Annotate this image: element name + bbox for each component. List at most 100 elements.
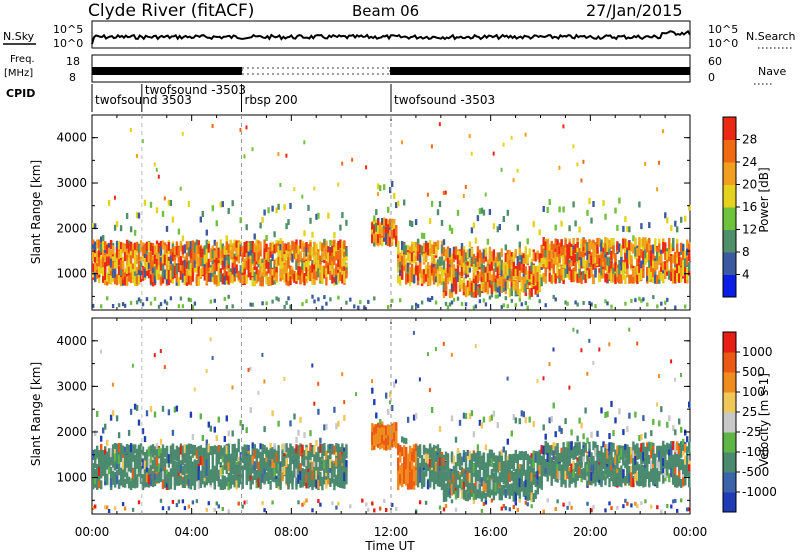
echo-cell (253, 271, 256, 281)
echo-cell (486, 265, 490, 275)
echo-cell (179, 464, 183, 474)
echo-cell (484, 500, 488, 505)
echo-cell (644, 161, 647, 166)
echo-cell (618, 274, 621, 284)
echo-cell (466, 449, 470, 456)
echo-cell (109, 258, 113, 268)
echo-cell (325, 260, 328, 270)
echo-cell (524, 283, 527, 293)
echo-cell (135, 212, 139, 219)
echo-cell (399, 465, 402, 475)
echo-cell (500, 451, 503, 461)
echo-cell (658, 160, 661, 165)
echo-cell (183, 444, 187, 454)
echo-cell (359, 300, 362, 305)
echo-cell (279, 480, 282, 490)
echo-cell (259, 222, 262, 229)
echo-cell (181, 478, 185, 488)
echo-cell (522, 283, 525, 293)
echo-cell (203, 245, 206, 255)
echo-cell (672, 254, 675, 264)
echo-cell (303, 251, 306, 261)
echo-cell (113, 453, 117, 463)
echo-cell (255, 274, 258, 284)
echo-cell (618, 260, 621, 269)
echo-cell (285, 272, 288, 282)
nsearch-tick-bottom: 10^0 (708, 37, 738, 50)
echo-cell (518, 245, 521, 255)
echo-cell (231, 459, 234, 469)
echo-cell (576, 273, 579, 283)
echo-cell (129, 461, 133, 471)
echo-cell (221, 447, 224, 457)
echo-cell (175, 461, 179, 471)
freq-label: Freq. (10, 54, 35, 65)
echo-cell (460, 255, 464, 265)
echo-cell (500, 473, 503, 483)
echo-cell (452, 455, 456, 465)
echo-cell (446, 305, 450, 310)
echo-cell (510, 252, 513, 261)
echo-cell (257, 449, 260, 459)
echo-cell (289, 420, 292, 427)
echo-cell (163, 448, 167, 458)
echo-cell (311, 481, 314, 491)
echo-cell (510, 298, 513, 303)
echo-cell (199, 413, 202, 420)
echo-cell (295, 477, 298, 487)
echo-cell (458, 461, 462, 470)
echo-cell (556, 239, 559, 249)
echo-cell (217, 470, 220, 480)
echo-cell (245, 224, 248, 231)
echo-cell (143, 258, 147, 267)
echo-cell (331, 443, 334, 453)
echo-cell (259, 267, 262, 277)
echo-cell (191, 447, 195, 457)
echo-cell (199, 445, 202, 455)
echo-cell (349, 297, 352, 302)
echo-cell (387, 224, 390, 234)
echo-cell (408, 273, 412, 282)
echo-cell (183, 463, 187, 473)
echo-cell (139, 474, 143, 484)
echo-cell (315, 479, 318, 489)
echo-cell (500, 261, 503, 270)
echo-cell (147, 259, 151, 269)
echo-cell (287, 242, 290, 252)
echo-cell (209, 299, 212, 304)
echo-cell (245, 499, 248, 504)
echo-cell (422, 458, 426, 468)
echo-cell (660, 258, 663, 268)
echo-cell (395, 422, 398, 432)
echo-cell (317, 446, 320, 456)
echo-cell (169, 255, 173, 265)
echo-cell (96, 445, 99, 455)
echo-cell (550, 251, 553, 261)
echo-cell (102, 267, 105, 277)
echo-cell (241, 262, 244, 272)
echo-cell (185, 450, 189, 459)
echo-cell (213, 275, 216, 285)
echo-cell (143, 436, 147, 443)
echo-cell (297, 429, 300, 436)
echo-cell (393, 437, 396, 447)
echo-cell (456, 271, 460, 281)
echo-cell (285, 153, 288, 158)
echo-cell (125, 253, 129, 263)
echo-cell (283, 243, 286, 253)
echo-cell (510, 276, 513, 286)
echo-cell (426, 352, 429, 357)
echo-cell (478, 455, 482, 465)
echo-cell (197, 466, 200, 476)
echo-cell (197, 471, 200, 481)
echo-cell (480, 263, 484, 273)
echo-cell (243, 258, 246, 268)
echo-cell (263, 459, 266, 469)
echo-cell (305, 242, 308, 251)
echo-cell (243, 268, 246, 278)
echo-cell (104, 505, 107, 510)
echo-cell (227, 244, 230, 254)
echo-cell (315, 213, 318, 220)
echo-cell (109, 240, 113, 250)
